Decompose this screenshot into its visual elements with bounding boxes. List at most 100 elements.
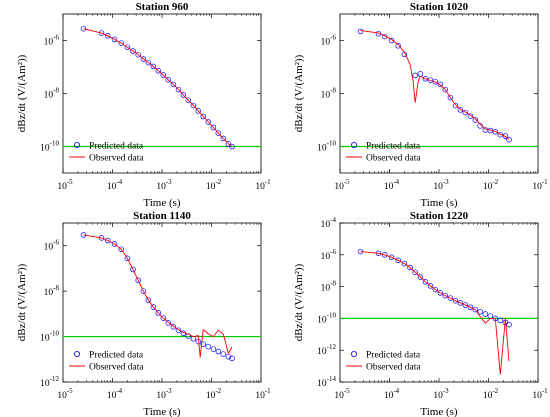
x-tick-label: 10-2 <box>206 178 222 192</box>
predicted-data-point <box>140 288 147 294</box>
predicted-data-point <box>497 131 504 138</box>
predicted-data-point <box>104 33 111 39</box>
chart-title: Station 1220 <box>410 210 469 222</box>
plot-area <box>357 28 512 143</box>
x-tick-label: 10-3 <box>433 387 449 401</box>
predicted-data-point <box>220 351 227 357</box>
legend: Predicted data Observed data <box>69 142 144 164</box>
predicted-data-point <box>150 63 157 70</box>
x-axis-label: Time (s) <box>143 197 181 209</box>
chart-title: Station 1140 <box>133 210 191 222</box>
predicted-data-point <box>407 264 413 271</box>
predicted-data-point <box>170 81 177 88</box>
predicted-data-point <box>111 241 118 247</box>
legend-predicted-label: Predicted data <box>89 142 144 152</box>
predicted-data-point <box>225 141 232 147</box>
predicted-data-point <box>190 102 197 109</box>
legend-predicted-label: Predicted data <box>366 142 421 152</box>
x-tick-label: 10-5 <box>334 387 350 401</box>
predicted-data-point <box>180 92 187 98</box>
y-tick-label: 10-4 <box>321 216 337 230</box>
predicted-data-point <box>462 302 469 308</box>
predicted-data-point <box>165 320 172 326</box>
predicted-data-point <box>457 107 464 113</box>
legend: Predicted data Observed data <box>69 351 144 373</box>
observed-data-line <box>360 29 510 141</box>
legend-predicted-label: Predicted data <box>366 351 421 361</box>
predicted-data-point <box>111 36 118 43</box>
y-axis-label: dBz/dt (V/(Am²)) <box>293 54 305 132</box>
predicted-data-point <box>432 286 439 293</box>
y-tick-label: 10-12 <box>317 343 336 357</box>
y-tick-label: 10-6 <box>321 34 337 48</box>
predicted-data-point <box>229 143 235 150</box>
predicted-data-point <box>497 317 504 324</box>
chart-panel-2: 10-5 10-4 10-3 10-2 10-1 10-10 10-8 10-6 Station… <box>293 1 548 209</box>
y-tick-label: 10-6 <box>44 34 60 48</box>
predicted-data-point <box>175 327 182 333</box>
y-tick-label: 10-6 <box>44 239 60 253</box>
y-tick-label: 10-10 <box>40 140 59 154</box>
y-tick-label: 10-8 <box>44 284 60 298</box>
predicted-data-point <box>506 321 512 328</box>
legend-predicted-marker <box>74 350 81 357</box>
x-axis-label: Time (s) <box>420 197 458 209</box>
predicted-data-point <box>155 310 162 316</box>
predicted-data-point <box>155 68 162 74</box>
predicted-data-point <box>215 348 222 355</box>
predicted-data-point <box>140 56 147 62</box>
legend: Predicted data Observed data <box>346 351 421 373</box>
x-tick-label: 10-4 <box>107 178 123 192</box>
predicted-data-point <box>130 48 136 54</box>
x-tick-label: 10-2 <box>206 387 222 401</box>
predicted-data-point <box>477 309 483 315</box>
predicted-data-point <box>210 346 217 352</box>
chart-title: Station 1020 <box>410 1 469 13</box>
x-tick-label: 10-4 <box>384 387 400 401</box>
predicted-data-point <box>357 28 364 35</box>
observed-data-line <box>83 234 233 358</box>
predicted-data-point <box>412 269 418 275</box>
x-tick-label: 10-1 <box>255 178 271 192</box>
predicted-data-point <box>150 304 157 310</box>
y-tick-label: 10-12 <box>40 375 59 389</box>
predicted-data-point <box>210 124 217 131</box>
predicted-data-point <box>124 44 131 50</box>
predicted-data-point <box>482 311 489 317</box>
predicted-data-point <box>442 292 449 299</box>
predicted-data-point <box>145 297 152 303</box>
predicted-data-point <box>118 246 124 252</box>
y-tick-label: 10-8 <box>44 87 60 101</box>
predicted-data-point <box>220 135 227 142</box>
legend: Predicted data Observed data <box>346 142 421 164</box>
x-tick-label: 10-3 <box>156 387 172 401</box>
x-tick-label: 10-3 <box>433 178 449 192</box>
predicted-data-point <box>457 300 464 306</box>
predicted-data-point <box>185 97 192 103</box>
y-tick-label: 10-6 <box>321 248 337 262</box>
x-axis-label: Time (s) <box>143 406 181 417</box>
chart-panel-3: 10-5 10-4 10-3 10-2 10-1 10-12 10-10 10-8 10-6 St… <box>16 210 271 417</box>
predicted-data-point <box>381 252 388 258</box>
x-tick-label: 10-4 <box>107 387 123 401</box>
predicted-data-point <box>467 113 474 119</box>
predicted-data-point <box>124 255 131 262</box>
predicted-data-point <box>195 108 202 114</box>
predicted-data-point <box>215 130 222 136</box>
predicted-data-point <box>145 59 152 66</box>
plot-area <box>357 248 512 375</box>
predicted-data-point <box>395 257 401 264</box>
y-axis-label: dBz/dt (V/(Am²)) <box>293 263 305 341</box>
predicted-data-point <box>502 133 509 139</box>
x-tick-label: 10-5 <box>57 178 73 192</box>
legend-predicted-marker <box>350 350 357 357</box>
predicted-data-point <box>200 113 206 120</box>
predicted-data-point <box>98 30 105 36</box>
predicted-data-point <box>422 76 429 82</box>
predicted-data-point <box>452 297 459 304</box>
observed-data-line <box>83 28 233 147</box>
y-tick-label: 10-8 <box>321 87 337 101</box>
predicted-data-point <box>472 117 479 123</box>
predicted-data-point <box>447 94 454 101</box>
predicted-data-point <box>160 72 167 78</box>
